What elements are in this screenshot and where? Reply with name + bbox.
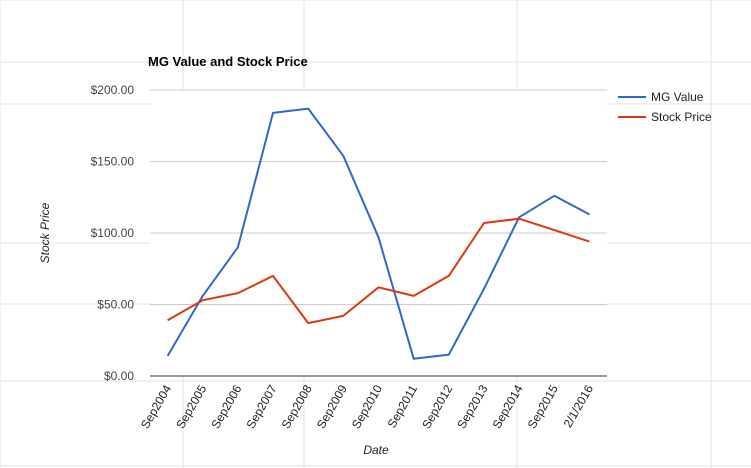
x-tick-label: Sep2010	[349, 382, 385, 431]
x-tick-label: Sep2015	[525, 382, 561, 431]
y-axis-label: Stock Price	[38, 202, 52, 263]
y-tick-label: $150.00	[91, 155, 135, 169]
x-tick-label: Sep2004	[138, 382, 174, 431]
x-axis-label: Date	[363, 443, 389, 457]
x-tick-label: Sep2013	[454, 382, 490, 431]
grid-lines	[150, 89, 607, 305]
x-tick-label: 2/1/2016	[561, 382, 597, 430]
series-lines	[166, 107, 590, 360]
legend-item-stock-price: Stock Price	[618, 110, 712, 124]
legend: MG Value Stock Price	[618, 90, 712, 124]
x-tick-label: Sep2007	[243, 382, 279, 431]
x-axis-ticks: Sep2004 Sep2005 Sep2006 Sep2007 Sep2008 Sep20…	[138, 382, 596, 431]
y-tick-label: $0.00	[104, 369, 134, 383]
x-tick-label: Sep2006	[208, 382, 244, 431]
chart-title: MG Value and Stock Price	[148, 54, 308, 69]
y-tick-label: $200.00	[91, 83, 135, 97]
legend-label: Stock Price	[651, 110, 712, 124]
y-tick-label: $50.00	[97, 298, 134, 312]
legend-item-mg-value: MG Value	[618, 90, 704, 104]
x-tick-label: Sep2011	[385, 382, 421, 430]
x-tick-label: Sep2005	[173, 382, 209, 431]
series-line-mg-value	[166, 107, 590, 360]
x-tick-label: Sep2008	[279, 382, 315, 431]
legend-label: MG Value	[651, 90, 704, 104]
y-tick-label: $100.00	[91, 226, 135, 240]
x-tick-label: Sep2014	[490, 382, 526, 431]
y-axis-ticks: $0.00 $50.00 $100.00 $150.00 $200.00	[91, 83, 135, 383]
x-tick-label: Sep2009	[314, 382, 350, 431]
x-tick-label: Sep2012	[419, 382, 455, 431]
series-line-stock-price	[167, 217, 590, 325]
